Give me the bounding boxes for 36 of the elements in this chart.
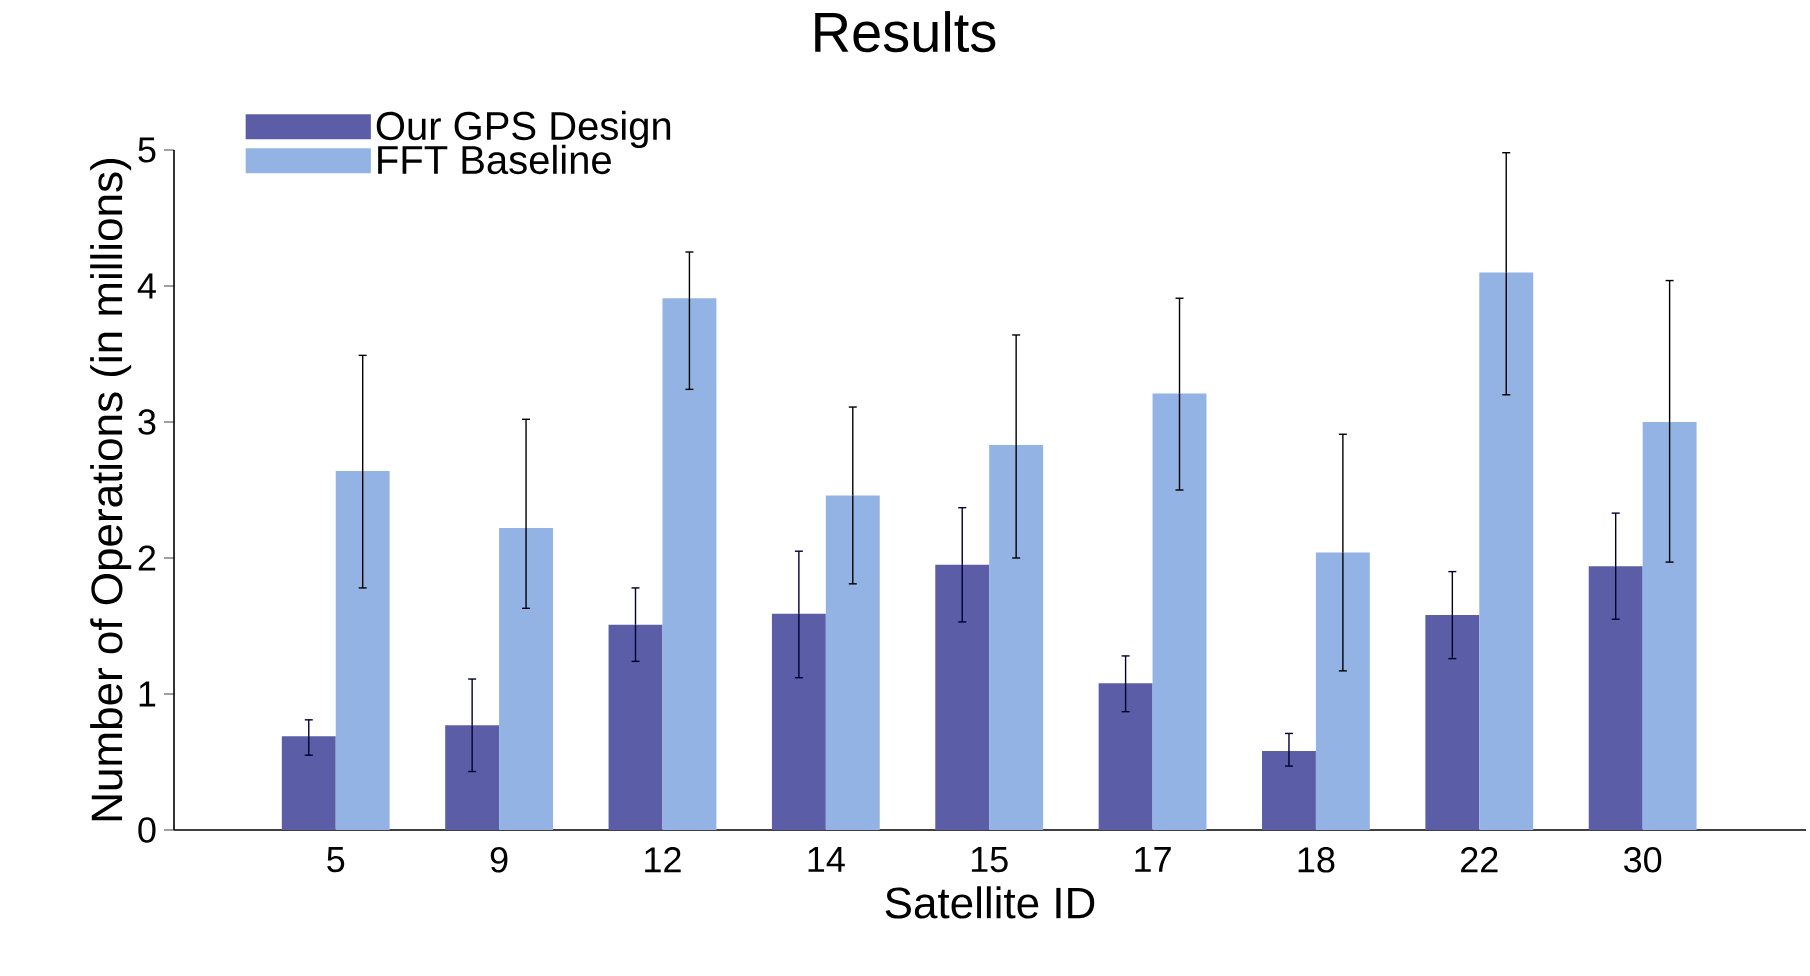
bar bbox=[1425, 615, 1480, 830]
bar bbox=[1262, 751, 1316, 830]
x-tick-label: 14 bbox=[808, 847, 845, 872]
bar bbox=[1642, 422, 1697, 830]
x-tick-label: 30 bbox=[1624, 847, 1662, 873]
bar bbox=[935, 564, 990, 830]
bar bbox=[825, 495, 880, 830]
bar bbox=[445, 725, 500, 830]
x-tick-label: 15 bbox=[971, 847, 1008, 873]
x-tick-label: 22 bbox=[1461, 847, 1498, 873]
bar bbox=[1588, 566, 1643, 830]
bar bbox=[1152, 393, 1207, 830]
bar bbox=[608, 624, 663, 830]
bar bbox=[1479, 272, 1534, 830]
bar bbox=[281, 736, 336, 830]
chart-title: Results bbox=[815, 11, 996, 53]
bar bbox=[499, 528, 554, 830]
x-tick-label: 9 bbox=[490, 847, 508, 873]
bar bbox=[1098, 683, 1153, 830]
y-tick-label: 2 bbox=[138, 545, 156, 571]
bar bbox=[989, 445, 1044, 830]
y-tick-label: 3 bbox=[138, 409, 156, 435]
x-tick-label: 12 bbox=[645, 847, 681, 873]
x-tick-label: 17 bbox=[1135, 847, 1171, 872]
x-tick-label: 5 bbox=[327, 847, 345, 873]
bar bbox=[1315, 552, 1370, 830]
y-tick-label: 4 bbox=[137, 273, 156, 299]
y-axis-title: Number of Operations (in millions) bbox=[90, 159, 132, 821]
y-tick-label: 5 bbox=[138, 137, 156, 163]
bar bbox=[662, 298, 717, 830]
x-axis-title: Satellite ID bbox=[885, 886, 1095, 919]
y-tick-label: 1 bbox=[139, 681, 156, 707]
bar bbox=[335, 470, 390, 830]
bar bbox=[771, 613, 826, 830]
x-tick-label: 18 bbox=[1298, 847, 1335, 873]
y-tick-label: 0 bbox=[138, 817, 156, 843]
